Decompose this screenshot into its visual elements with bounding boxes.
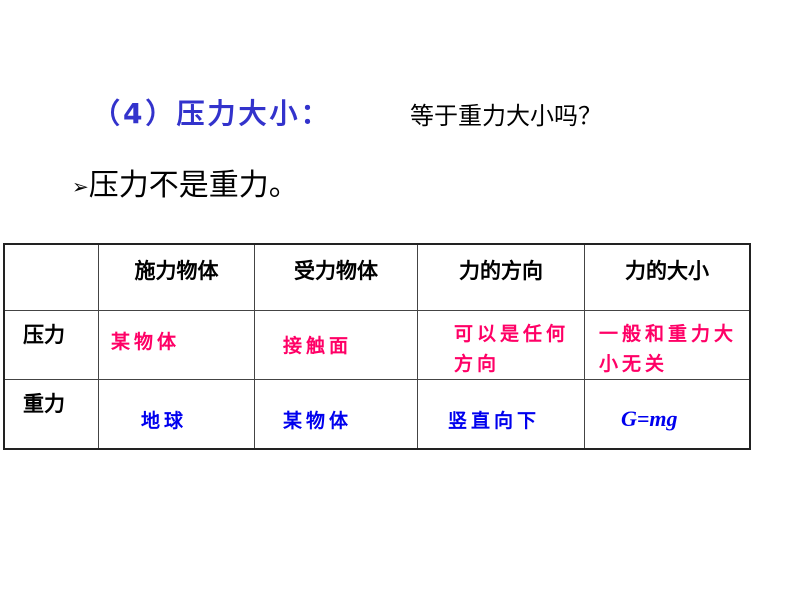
table-cell: 地球: [98, 378, 255, 450]
table-cell: 某物体: [98, 309, 255, 380]
bullet-text: 压力不是重力。: [88, 168, 299, 203]
table-cell: 一般和重力大小无关: [584, 309, 751, 380]
header-cell: [3, 243, 99, 311]
row-label: 压力: [3, 309, 99, 380]
header-cell: 力的大小: [584, 243, 751, 311]
bullet-point: ➢压力不是重力。: [72, 160, 299, 204]
header-cell: 施力物体: [98, 243, 255, 311]
arrow-bullet-icon: ➢: [72, 174, 89, 199]
table-cell: 可以是任何方向: [417, 309, 585, 380]
question-text: 等于重力大小吗？: [410, 102, 602, 130]
header-cell: 力的方向: [417, 243, 585, 311]
row-label: 重力: [3, 378, 99, 450]
slide-title: （4）压力大小：: [92, 97, 332, 130]
table-cell: 竖直向下: [417, 378, 585, 450]
table-cell: 某物体: [254, 378, 418, 450]
header-cell: 受力物体: [254, 243, 418, 311]
table-cell: 接触面: [254, 309, 418, 380]
table-cell: G=mg: [584, 378, 751, 450]
comparison-table: 施力物体 受力物体 力的方向 力的大小 压力 某物体 接触面 可以是任何方向 一…: [3, 243, 751, 450]
